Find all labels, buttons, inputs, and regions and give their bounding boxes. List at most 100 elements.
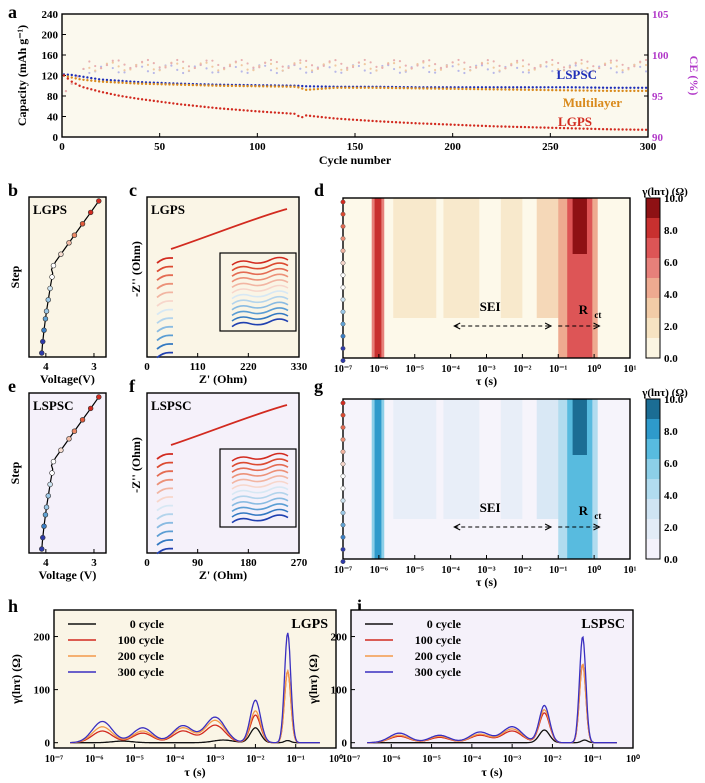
- data-point: [414, 122, 417, 125]
- data-point: [445, 87, 449, 90]
- voltage-point: [58, 447, 64, 453]
- inset-curve: [231, 475, 289, 485]
- data-point: [523, 88, 527, 91]
- data-point: [633, 86, 636, 90]
- data-point: [594, 86, 597, 89]
- step-marker: [340, 236, 346, 242]
- ce-point: [111, 61, 114, 64]
- x-tick-label: 10⁻²: [246, 754, 264, 765]
- ce-point: [228, 65, 232, 68]
- inset-curve: [231, 301, 289, 311]
- data-point: [613, 89, 616, 93]
- data-point: [101, 80, 105, 83]
- legend-label: 200 cycle: [118, 649, 165, 663]
- ce-point: [269, 62, 273, 65]
- data-point: [562, 89, 566, 92]
- data-point: [336, 86, 339, 90]
- data-point: [496, 125, 499, 128]
- ce-point: [146, 58, 150, 62]
- x-tick-label: 180: [240, 557, 257, 569]
- panel-letter-h: h: [8, 596, 18, 616]
- annotation-sei: SEI: [480, 299, 501, 314]
- data-point: [453, 87, 456, 91]
- x-tick-label: 0: [59, 141, 65, 153]
- colorbar-segment: [646, 539, 660, 559]
- voltage-point: [66, 240, 72, 246]
- data-point: [437, 87, 441, 90]
- data-point: [304, 88, 308, 92]
- ce-point: [281, 69, 284, 72]
- y-tick-label: 200: [42, 30, 59, 42]
- nyquist-curve: [156, 308, 173, 316]
- nyquist-curve: [156, 539, 173, 546]
- data-point: [625, 86, 628, 90]
- data-point: [347, 86, 351, 90]
- data-point: [336, 117, 339, 120]
- data-point: [312, 88, 316, 91]
- data-point: [277, 85, 281, 88]
- ce-point: [240, 58, 243, 62]
- data-point: [355, 118, 359, 122]
- data-point: [469, 87, 472, 91]
- data-point: [410, 121, 413, 125]
- heatmap-peak: [572, 399, 587, 455]
- ce-point: [381, 66, 384, 69]
- data-point: [605, 89, 609, 93]
- data-point: [187, 83, 191, 87]
- ce-point: [305, 71, 308, 74]
- data-point: [347, 118, 351, 121]
- step-marker: [340, 260, 346, 266]
- data-point: [66, 77, 70, 80]
- data-point: [109, 79, 113, 82]
- voltage-point: [45, 493, 51, 499]
- x-tick-label: 10⁻⁵: [406, 565, 424, 576]
- data-point: [597, 89, 601, 92]
- data-point: [449, 123, 452, 126]
- ce-point: [299, 59, 302, 62]
- data-point: [640, 128, 644, 131]
- legend-multilayer: Multilayer: [563, 95, 622, 110]
- data-point: [297, 86, 300, 89]
- panel-title: LSPSC: [33, 398, 73, 413]
- data-point: [211, 106, 214, 109]
- voltage-point: [39, 350, 45, 356]
- step-marker: [340, 321, 346, 327]
- data-point: [246, 109, 249, 112]
- data-point: [136, 82, 140, 85]
- x-axis-label: τ (s): [476, 575, 497, 589]
- ce-point: [340, 62, 343, 65]
- ce-point: [305, 59, 308, 62]
- ce-point: [187, 65, 191, 68]
- ce-point: [205, 61, 208, 64]
- data-point: [105, 91, 109, 95]
- data-point: [90, 76, 93, 80]
- step-marker: [340, 248, 346, 254]
- panel-title: LSPSC: [151, 398, 191, 413]
- data-point: [195, 83, 198, 87]
- data-point: [586, 89, 589, 92]
- data-point: [406, 121, 409, 125]
- data-point: [590, 86, 593, 89]
- data-point: [535, 88, 538, 92]
- data-point: [101, 78, 105, 81]
- data-point: [332, 117, 335, 120]
- data-point: [97, 90, 101, 93]
- ce-point: [463, 61, 466, 64]
- data-point: [586, 127, 589, 130]
- ce-point: [182, 67, 185, 70]
- data-point: [199, 105, 202, 108]
- ce-point: [64, 89, 68, 93]
- data-point: [519, 88, 523, 91]
- step-marker: [340, 449, 346, 455]
- ce-point: [328, 60, 331, 63]
- ce-point: [199, 63, 202, 66]
- data-point: [558, 86, 562, 89]
- data-point: [371, 119, 374, 123]
- x-tick-label: 220: [240, 361, 257, 373]
- voltage-point: [49, 470, 55, 476]
- inset-curve: [231, 256, 289, 266]
- ce-point: [545, 65, 548, 68]
- ce-point: [428, 64, 431, 67]
- data-point: [164, 83, 167, 86]
- voltage-point: [42, 512, 49, 518]
